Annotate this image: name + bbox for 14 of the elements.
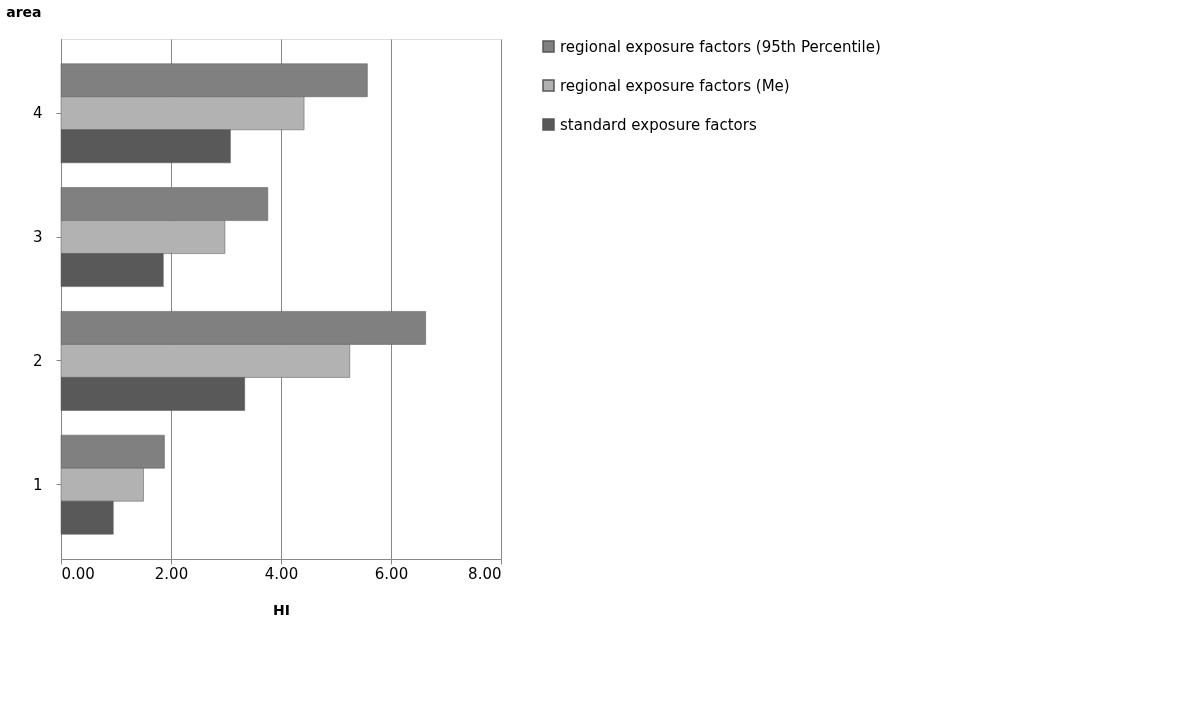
x-tick-label: 0.00	[61, 564, 95, 583]
x-tick-label: 8.00	[468, 564, 502, 583]
x-axis-title: HI	[273, 601, 290, 618]
y-tick-label: 4	[32, 104, 43, 123]
legend-label: standard exposure factors	[560, 115, 757, 134]
y-tick-label: 1	[32, 475, 43, 494]
x-tick-label: 4.00	[264, 564, 299, 583]
y-axis-title: area	[6, 3, 42, 20]
legend-label: regional exposure factors (Me)	[560, 76, 790, 95]
y-tick-label: 2	[32, 351, 43, 370]
y-tick-label: 3	[32, 228, 43, 247]
x-tick-label: 6.00	[374, 564, 409, 583]
x-tick-label: 2.00	[154, 564, 189, 583]
legend-label: regional exposure factors (95th Percentile)	[560, 37, 881, 56]
